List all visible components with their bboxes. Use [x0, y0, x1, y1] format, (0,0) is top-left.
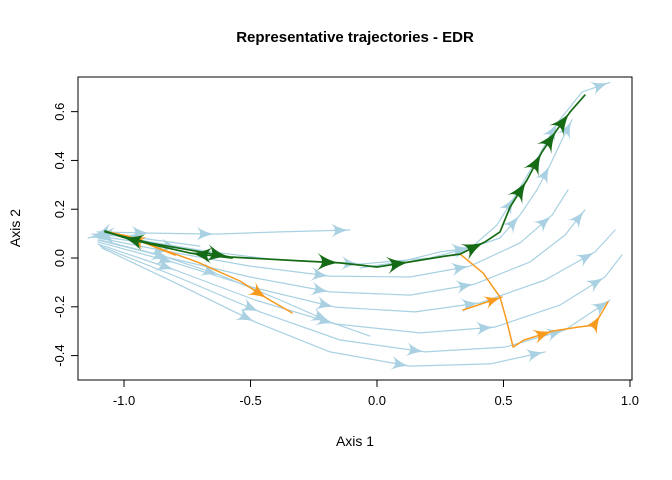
trajectory-cells-flat-top [96, 229, 351, 235]
arrowhead-cells-upper-arc [340, 255, 361, 271]
trajectory-cells-low-1 [97, 243, 623, 334]
arrowhead-repr-green-main [536, 129, 557, 154]
x-tick-label: -1.0 [113, 393, 135, 408]
arrowhead-cells-low-3 [234, 307, 256, 322]
arrowhead-cells-mid-2 [455, 280, 475, 295]
arrowhead-repr-green-main [523, 152, 542, 177]
trajectory-repr-orange-diagonal [149, 244, 293, 314]
y-tick-label: -0.2 [52, 296, 67, 318]
arrowhead-cells-mid-3 [154, 250, 176, 265]
arrowhead-cells-mid-2 [310, 281, 330, 296]
trajectory-cells-low-3 [101, 247, 546, 367]
trajectory-repr-green-main [104, 94, 586, 268]
arrowhead-cells-inner-right [534, 165, 550, 186]
arrowhead-repr-green-main [205, 244, 230, 262]
trajectory-cells-low-2 [99, 245, 611, 353]
arrowhead-cells-upper-arc [589, 81, 610, 96]
arrowhead-cells-diagonal [309, 307, 330, 322]
x-tick-label: 0.0 [368, 393, 386, 408]
arrowhead-cells-upper-arc [498, 196, 515, 216]
y-tick-label: 0.2 [52, 200, 67, 218]
arrowhead-cells-low-3 [525, 348, 545, 363]
y-axis-title: Axis 2 [7, 208, 23, 248]
arrowhead-cells-low-1 [475, 321, 495, 336]
arrowhead-repr-green-main [316, 252, 341, 271]
arrowhead-cells-mid-1 [310, 266, 330, 281]
y-tick-label: 0.6 [52, 103, 67, 121]
arrowhead-repr-green-main [385, 256, 410, 275]
arrowhead-repr-orange-branch [531, 329, 554, 345]
arrowhead-repr-orange-stub [482, 296, 502, 310]
arrowhead-cells-mid-3 [575, 251, 596, 268]
x-tick-label: 0.5 [494, 393, 512, 408]
arrowhead-cells-upper-arc [542, 122, 558, 143]
arrowhead-cells-inner-right [557, 119, 572, 141]
arrowhead-repr-green-main [507, 180, 527, 205]
arrowhead-cells-diagonal [199, 262, 220, 276]
arrowhead-cells-mid-1 [450, 262, 471, 277]
arrowhead-cells-flat-top [330, 223, 350, 238]
arrowhead-repr-orange-branch [583, 314, 601, 336]
arrowhead-cells-low-1 [154, 257, 176, 271]
x-axis-title: Axis 1 [335, 433, 375, 449]
arrowhead-repr-orange-diagonal [247, 281, 268, 299]
arrowhead-repr-green-main [460, 241, 485, 260]
arrowhead-cells-mid-3 [314, 295, 335, 310]
arrowhead-cells-low-2 [239, 297, 261, 312]
y-tick-label: -0.4 [52, 344, 67, 366]
chart-title: Representative trajectories - EDR [236, 29, 474, 46]
arrowhead-cells-inner-right [502, 215, 520, 235]
arrowhead-cells-low-2 [405, 342, 426, 357]
y-tick-label: 0.4 [52, 151, 67, 169]
arrowhead-cells-flat-top [196, 226, 216, 242]
trajectory-cells-mid-3 [97, 229, 616, 313]
arrowhead-cells-low-3 [390, 355, 410, 370]
y-tick-label: 0.0 [52, 249, 67, 267]
plot-box [77, 76, 633, 381]
arrowhead-cells-mid-2 [567, 210, 585, 230]
x-tick-label: 1.0 [621, 393, 639, 408]
arrowhead-cells-into-hub-2 [88, 222, 115, 242]
x-tick-label: -0.5 [239, 393, 261, 408]
trajectory-cells-upper-arc [97, 81, 611, 265]
arrowhead-repr-green-into-hub [190, 247, 213, 264]
trajectory-repr-orange-branch [459, 253, 609, 348]
arrowhead-cells-mid-1 [533, 215, 553, 233]
trajectory-cells-inner-right [359, 119, 573, 269]
arrowhead-cells-low-2 [590, 300, 610, 317]
arrowhead-repr-green-main [549, 112, 570, 136]
trajectory-cells-mid-2 [97, 209, 586, 296]
arrowhead-cells-low-1 [585, 277, 605, 294]
